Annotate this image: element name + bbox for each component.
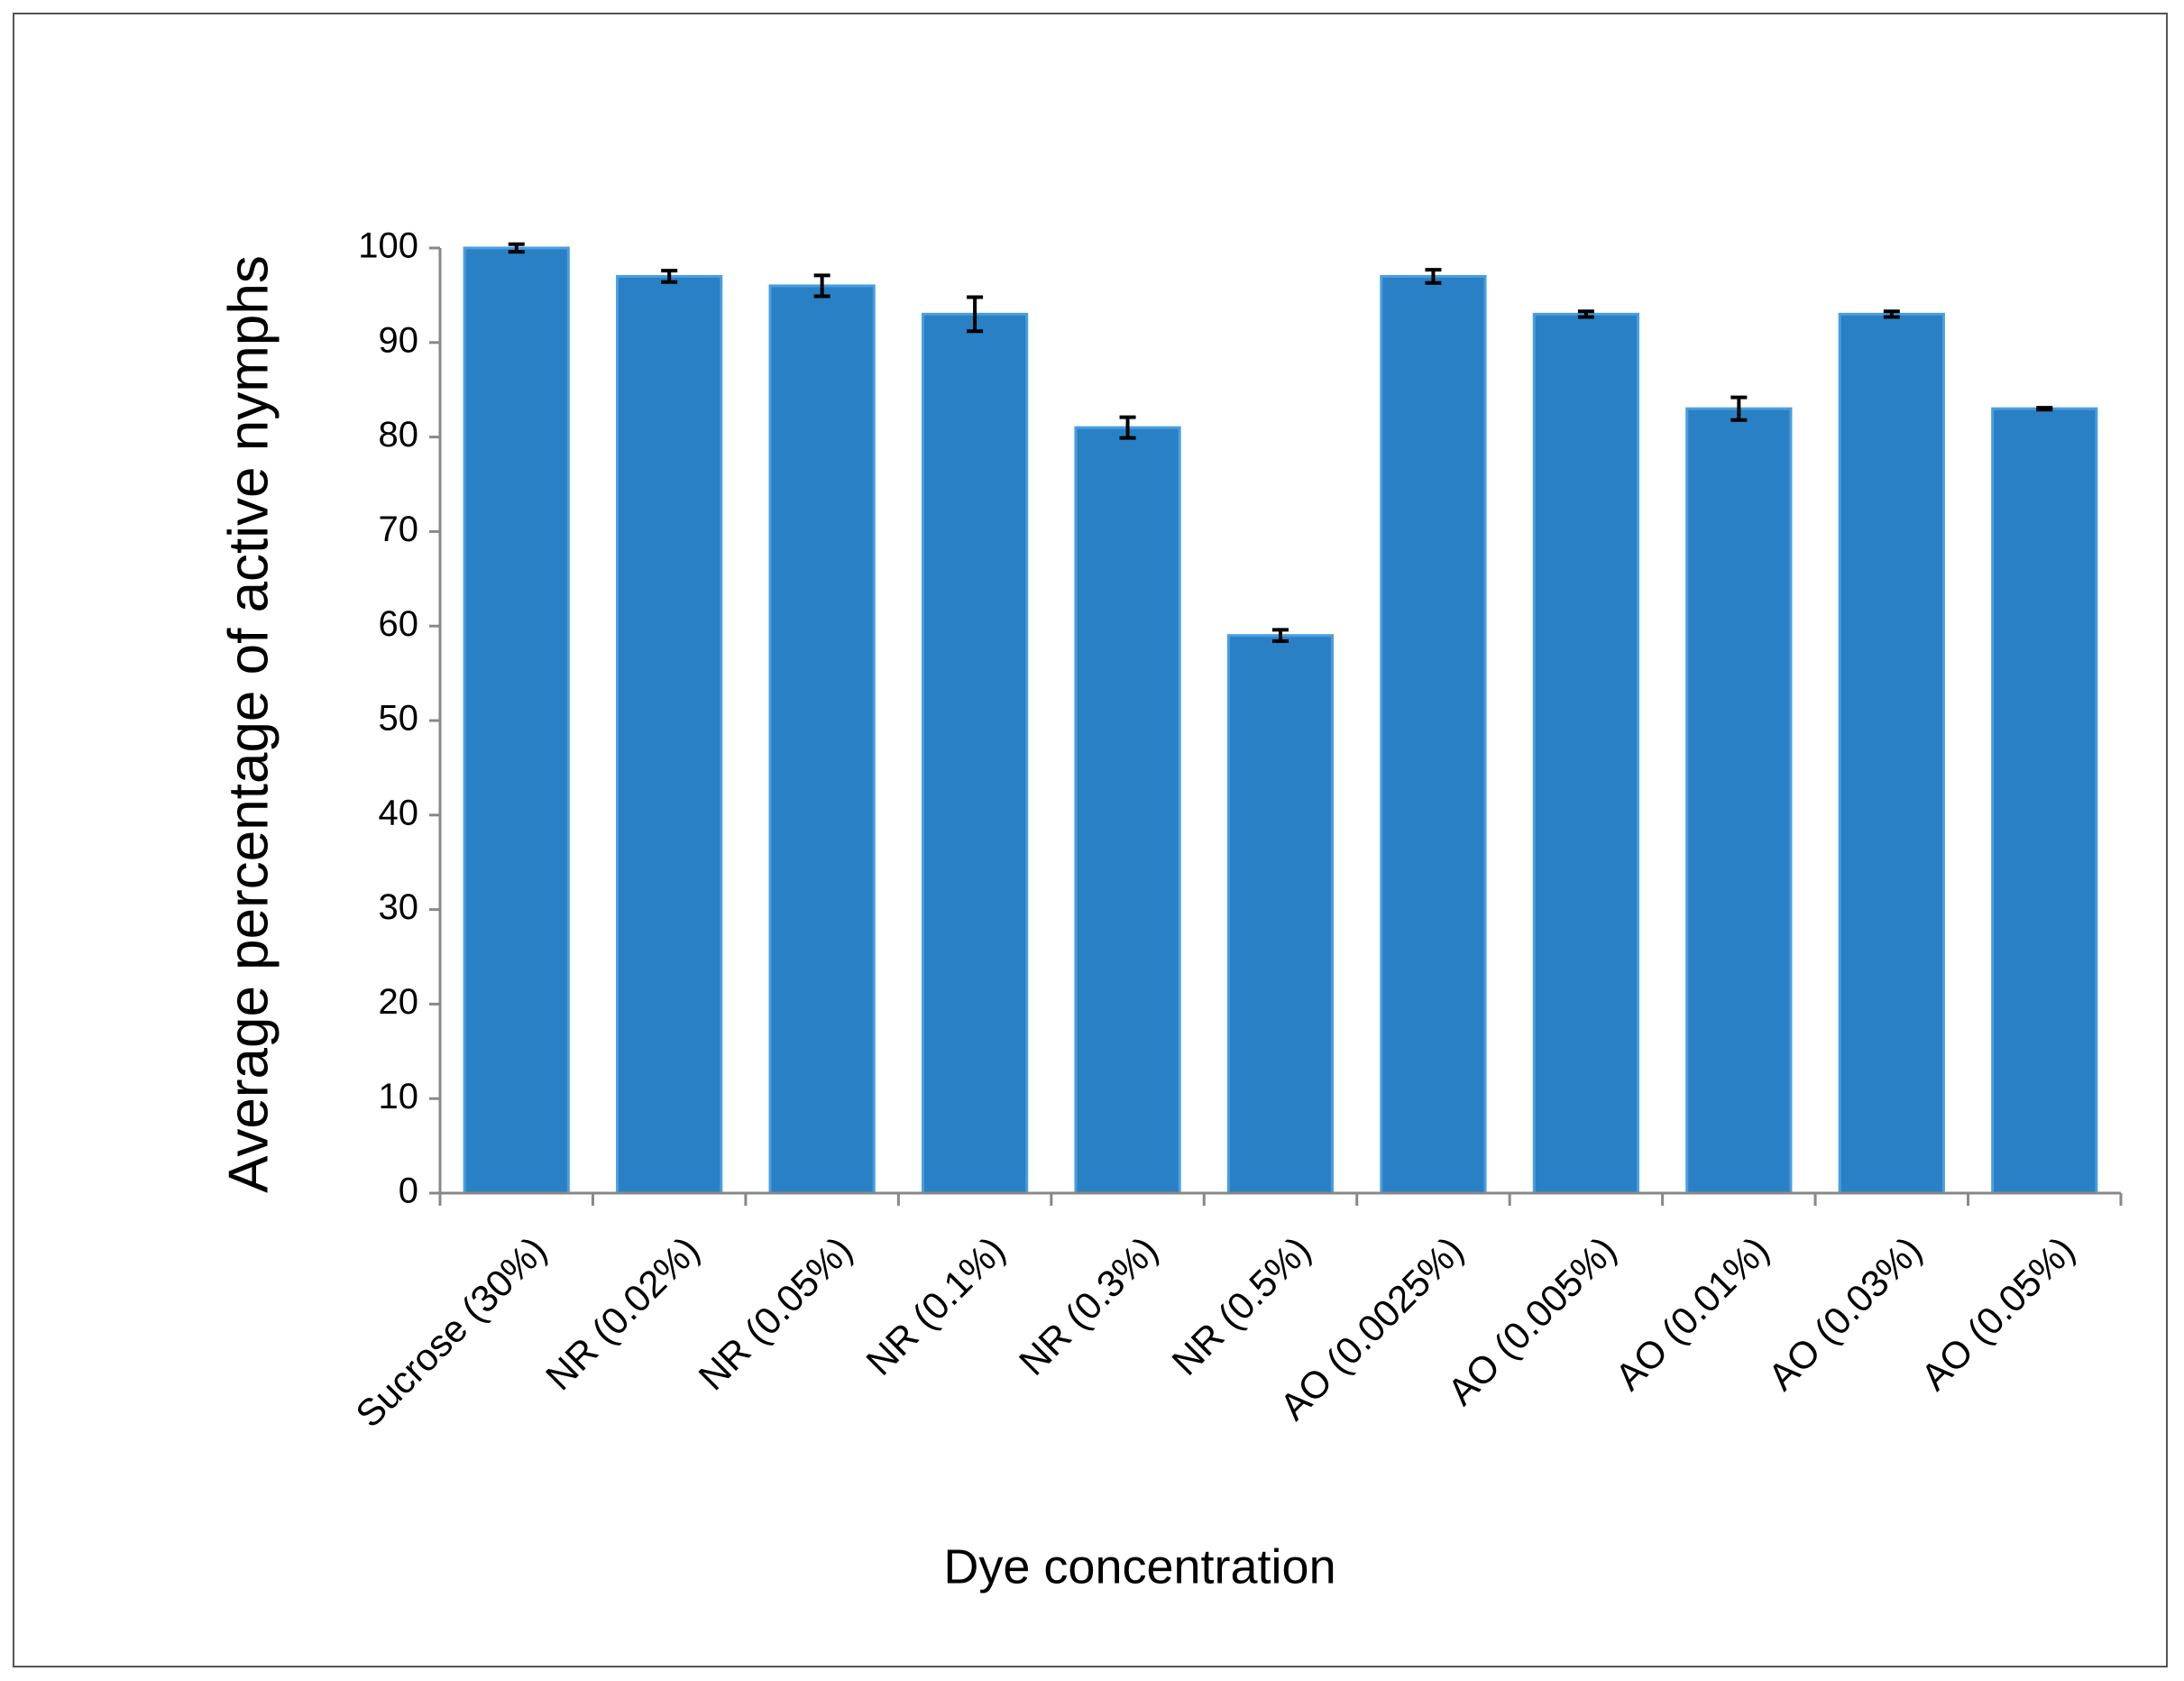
error-bar — [813, 273, 830, 299]
bar — [1074, 426, 1181, 1195]
bar — [1838, 312, 1945, 1195]
error-bar — [1425, 268, 1442, 285]
error-bar — [661, 269, 678, 284]
error-bar — [967, 295, 984, 334]
bar — [768, 284, 876, 1195]
y-tick-label: 70 — [379, 510, 419, 549]
y-tick-label: 10 — [379, 1077, 419, 1116]
y-tick-label: 30 — [379, 887, 419, 927]
error-bar — [1883, 309, 1900, 319]
y-tick-label: 0 — [399, 1171, 418, 1211]
bar — [1226, 634, 1335, 1195]
error-bar — [1119, 415, 1136, 440]
y-tick-label: 60 — [379, 604, 419, 644]
bar — [463, 246, 570, 1195]
bar — [1532, 312, 1640, 1195]
y-tick-label: 90 — [379, 320, 419, 360]
bar — [1991, 407, 2098, 1195]
error-bar — [1272, 628, 1289, 643]
bar — [1685, 407, 1793, 1195]
error-bar — [1730, 395, 1748, 422]
y-axis-title: Average percentage of active nymphs — [217, 255, 280, 1193]
bar — [616, 274, 723, 1195]
y-tick-label: 50 — [379, 699, 419, 739]
error-bar — [508, 242, 525, 254]
bar — [1380, 274, 1487, 1195]
y-tick-label: 80 — [379, 415, 419, 455]
y-tick-label: 40 — [379, 793, 419, 832]
y-tick-label: 20 — [379, 982, 419, 1022]
error-bar — [1577, 309, 1594, 319]
y-tick-label: 100 — [358, 226, 418, 266]
x-axis-title: Dye concentration — [943, 1539, 1335, 1594]
bar — [921, 312, 1029, 1195]
error-bar — [2036, 406, 2053, 412]
